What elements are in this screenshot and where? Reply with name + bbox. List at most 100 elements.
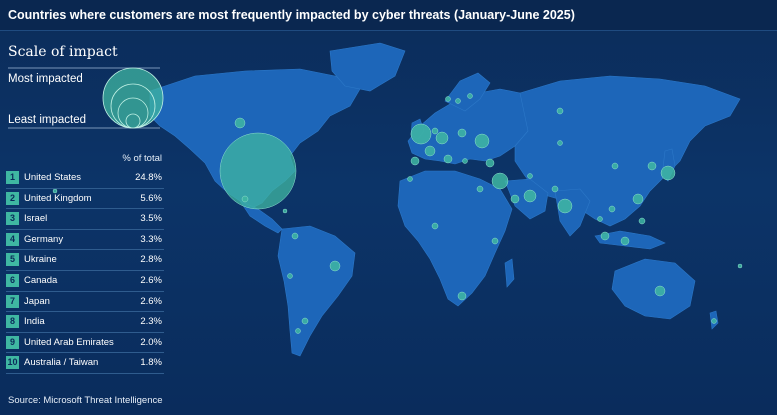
bubble-russia (556, 107, 564, 115)
rank-badge: 2 (6, 191, 19, 205)
country-name: India (24, 316, 45, 328)
bubble-korea (647, 161, 657, 171)
table-row: 8 India 2.3% (6, 312, 164, 333)
table-row: 10 Australia / Taiwan 1.8% (6, 353, 164, 374)
greenland-landmass (329, 42, 406, 92)
bubble-iran (527, 173, 533, 179)
legend-scale (8, 67, 164, 129)
world-map (52, 42, 743, 357)
table-row: 3 Israel 3.5% (6, 209, 164, 230)
australia-landmass (611, 258, 696, 320)
table-row: 5 Ukraine 2.8% (6, 250, 164, 271)
bubble-egypt (476, 185, 484, 193)
table-row: 1 United States 24.8% (6, 168, 164, 189)
bubble-israel (491, 172, 509, 190)
country-name: United States (24, 172, 82, 183)
country-percent: 2.6% (140, 274, 162, 286)
central-america-landmass (239, 200, 283, 234)
bubble-indonesia (620, 236, 630, 246)
country-percent: 1.8% (140, 357, 162, 369)
bubble-greece (462, 158, 468, 164)
bubble-united-states (219, 132, 297, 210)
legend-title: Scale of impact (8, 44, 118, 60)
table-header-pct: % of total (122, 153, 162, 164)
bubble-germany (435, 131, 449, 145)
bubble-taiwan (632, 193, 644, 205)
country-percent: 2.8% (140, 254, 162, 266)
rank-badge: 5 (6, 253, 19, 267)
legend-most-label: Most impacted (8, 73, 83, 85)
bubble-spain (410, 156, 420, 166)
bubble-turkey (485, 158, 495, 168)
country-percent: 3.5% (140, 213, 162, 225)
source-note: Source: Microsoft Threat Intelligence (8, 395, 163, 406)
bubble-france (424, 145, 436, 157)
bubble-philippines (638, 217, 646, 225)
country-name: Israel (24, 213, 48, 225)
table-row: 2 United Kingdom 5.6% (6, 189, 164, 210)
bubble-united-kingdom (410, 123, 432, 145)
rank-badge: 9 (6, 335, 19, 349)
country-percent: 3.3% (140, 233, 162, 245)
bubble-argentina (301, 317, 309, 325)
south-america-landmass (277, 225, 356, 357)
bubble-china (611, 162, 619, 170)
ranking-table: 1 United States 24.8% 2 United Kingdom 5.6% 3 I… (6, 168, 164, 374)
bubble-ukraine (474, 133, 490, 149)
bubble-saudi (510, 194, 520, 204)
bubble-italy (443, 154, 453, 164)
bubble-chile (295, 328, 301, 334)
country-percent: 24.8% (135, 172, 162, 183)
bubble-fiji (737, 263, 743, 269)
country-name: Germany (24, 233, 64, 245)
rank-badge: 1 (6, 171, 19, 184)
bubble-uae (523, 189, 537, 203)
bubble-kenya (491, 237, 499, 245)
bubble-thailand (597, 216, 603, 222)
country-name: Australia / Taiwan (24, 357, 99, 369)
country-name: United Kingdom (24, 192, 92, 204)
rank-badge: 6 (6, 273, 19, 287)
bubble-japan (660, 165, 676, 181)
legend-circle-sm (125, 113, 141, 129)
table-row: 4 Germany 3.3% (6, 230, 164, 251)
bubble-norway (445, 96, 451, 102)
bubble-pakistan (551, 185, 559, 193)
impact-bubbles (52, 93, 743, 334)
bubble-colombia (291, 232, 299, 240)
rank-badge: 8 (6, 315, 19, 329)
africa-landmass (397, 170, 513, 307)
country-name: Ukraine (24, 254, 57, 266)
bubble-caribbean (282, 208, 288, 214)
asia-landmass (514, 75, 741, 227)
madagascar-landmass (504, 258, 515, 288)
bubble-nigeria (431, 222, 439, 230)
country-name: United Arab Emirates (24, 336, 114, 348)
bubble-sweden (455, 98, 461, 104)
legend-least-label: Least impacted (8, 114, 86, 126)
bubble-hawaii (52, 188, 58, 194)
bubble-india (557, 198, 573, 214)
country-percent: 5.6% (140, 192, 162, 204)
bubble-new-zealand (711, 318, 717, 324)
bubble-finland (467, 93, 473, 99)
country-percent: 2.0% (140, 336, 162, 348)
bubble-peru (287, 273, 293, 279)
page-title: Countries where customers are most frequ… (8, 8, 575, 22)
rank-badge: 3 (6, 212, 19, 226)
bubble-canada (234, 117, 246, 129)
header-bar: Countries where customers are most frequ… (0, 0, 777, 31)
bubble-australia (654, 285, 666, 297)
bubble-brazil (329, 260, 341, 272)
country-percent: 2.3% (140, 316, 162, 328)
table-row: 6 Canada 2.6% (6, 271, 164, 292)
country-name: Canada (24, 274, 58, 286)
bubble-morocco (407, 176, 413, 182)
bubble-vietnam (608, 205, 616, 213)
country-name: Japan (24, 295, 50, 307)
rank-badge: 10 (6, 356, 19, 370)
bubble-singapore (600, 231, 610, 241)
rank-badge: 4 (6, 232, 19, 246)
country-percent: 2.6% (140, 295, 162, 307)
bubble-south-africa (457, 291, 467, 301)
